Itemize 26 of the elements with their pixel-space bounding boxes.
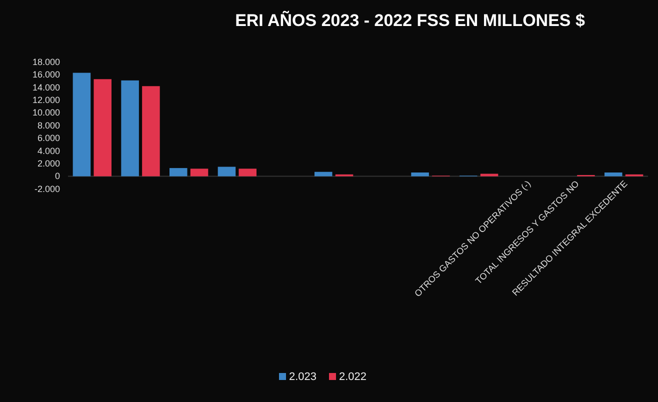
y-tick-label: 4.000 [37,146,60,156]
bar [94,79,112,176]
y-tick-label: -2.000 [34,184,60,194]
bar [72,72,91,176]
y-tick-label: 8.000 [37,120,60,130]
y-tick-label: 0 [54,171,60,182]
y-tick-label: 18.000 [32,56,60,67]
y-tick-label: 6.000 [37,133,60,144]
bar [190,168,208,176]
bar [142,86,160,176]
bar [411,172,429,176]
chart-title: ERI AÑOS 2023 - 2022 FSS EN MILLONES $ [235,10,586,30]
y-tick-label: 16.000 [32,70,60,80]
bar [238,168,256,176]
bar [170,168,188,176]
y-tick-label: 2.000 [37,158,60,168]
bar [121,80,139,176]
y-tick-label: 12.000 [32,94,60,105]
legend-label: 2.022 [339,371,367,383]
bar [314,172,332,176]
bar [480,174,498,176]
bar [218,166,236,176]
bar [604,172,622,176]
y-tick-label: 14.000 [32,82,60,92]
legend-label: 2.023 [289,371,317,383]
y-tick-label: 10.000 [32,108,60,118]
